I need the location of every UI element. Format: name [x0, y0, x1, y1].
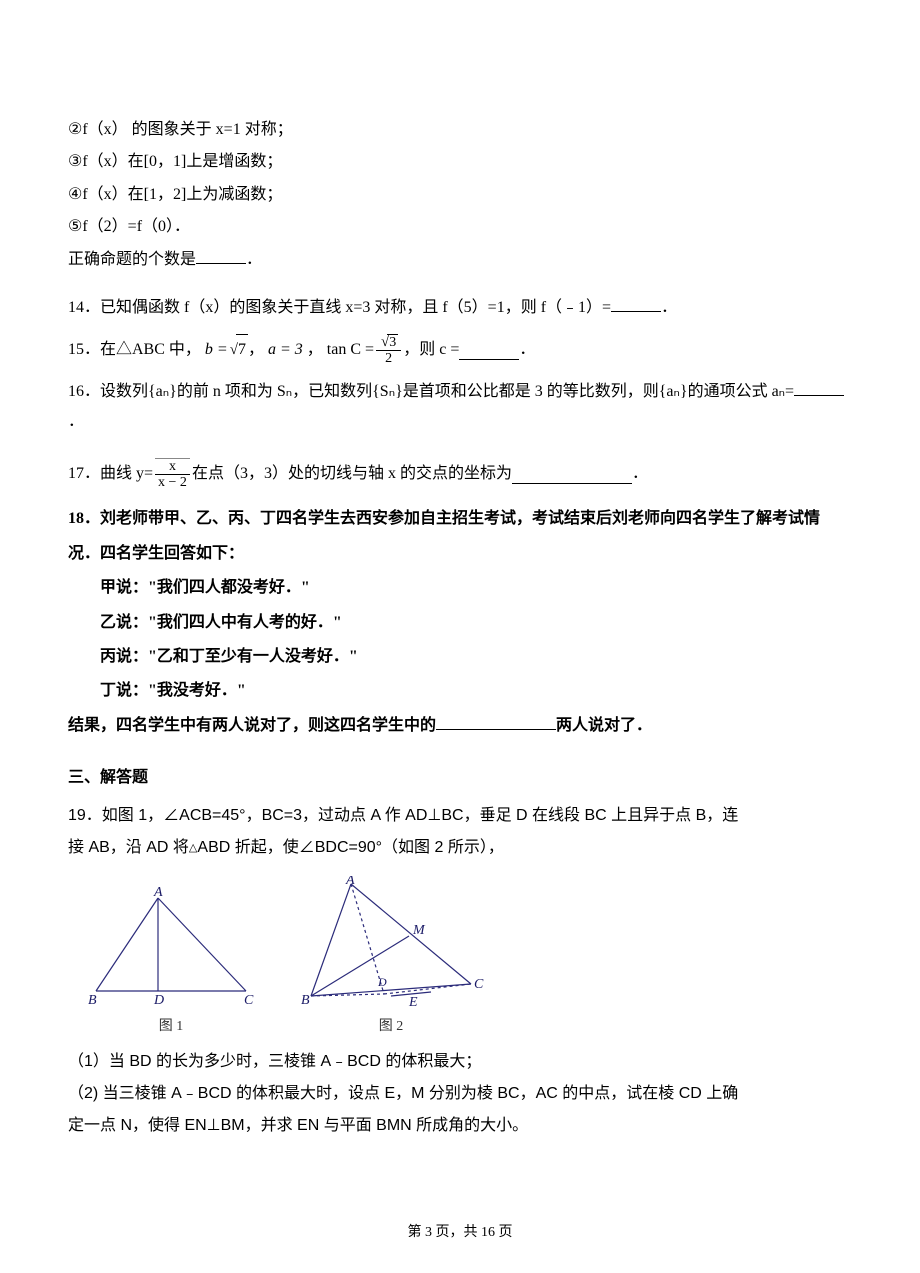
q15-tan-num-val: 3	[387, 334, 398, 350]
q13-opt4: ④f（x）在[1，2]上为减函数；	[68, 180, 852, 210]
q15-post: ，则 c =	[403, 335, 459, 365]
q13-tail-text: 正确命题的个数是	[68, 251, 196, 268]
q19: 19．如图 1，∠ACB=45°，BC=3，过动点 A 作 AD⊥BC，垂足 D…	[68, 800, 852, 864]
q16: 16．设数列{aₙ}的前 n 项和为 Sₙ，已知数列{Sₙ}是首项和公比都是 3…	[68, 377, 852, 438]
q19-sub2a: （2) 当三棱锥 A﹣BCD 的体积最大时，设点 E，M 分别为棱 BC，AC …	[68, 1078, 852, 1110]
footer-pre: 第	[408, 1225, 426, 1240]
q17-period: ．	[632, 459, 648, 489]
fig2-M: M	[412, 923, 426, 938]
q15-c1: ，	[248, 335, 264, 365]
q18-res-pre: 结果，四名学生中有两人说对了，则这四名学生中的	[68, 717, 436, 734]
q19-sub1: （1）当 BD 的长为多少时，三棱锥 A﹣BCD 的体积最大；	[68, 1046, 852, 1078]
q14-blank	[611, 293, 661, 312]
q16-pre: 16．设数列{aₙ}的前 n 项和为 Sₙ，已知数列{Sₙ}是首项和公比都是 3…	[68, 383, 794, 400]
footer-total: 16	[481, 1225, 495, 1240]
figures: A B C D 图 1 A B C D	[86, 876, 852, 1041]
q15: 15．在△ABC 中， b = 7 ， a = 3 ， tan C = 3 2 …	[68, 334, 852, 367]
q15-tan: tan C =	[327, 335, 374, 365]
q15-tan-num-sqrt: 3	[379, 334, 398, 351]
q18-yi: 乙说："我们四人中有人考的好．"	[68, 608, 852, 638]
q18-jia: 甲说："我们四人都没考好．"	[68, 573, 852, 603]
q17-num: x	[155, 459, 190, 475]
q19-sub2b: 定一点 N，使得 EN⊥BM，并求 EN 与平面 BMN 所成角的大小。	[68, 1110, 852, 1142]
page-footer: 第 3 页，共 16 页	[0, 1220, 920, 1247]
q15-b-eq: b =	[205, 335, 228, 365]
q17-den: x − 2	[155, 475, 190, 490]
q15-b-val: 7	[236, 334, 248, 365]
q18-res-post: 两人说对了．	[556, 717, 652, 734]
fig1-C: C	[244, 993, 254, 1006]
q18-bing: 丙说："乙和丁至少有一人没考好．"	[68, 642, 852, 672]
figure-1-svg: A B C D	[86, 886, 256, 1006]
fig1-B: B	[88, 993, 97, 1006]
q15-c2: ，	[307, 335, 323, 365]
footer-mid: 页，共	[432, 1225, 481, 1240]
q15-tan-den: 2	[376, 351, 401, 366]
q19-l2a: 接 AB，沿 AD 将	[68, 839, 189, 856]
q13-opt5: ⑤f（2）=f（0）．	[68, 212, 852, 242]
q14-pre: 14．已知偶函数 f（x）的图象关于直线 x=3 对称，且 f（5）=1，则 f…	[68, 299, 611, 316]
fig2-C: C	[474, 977, 484, 992]
q13-opt3: ③f（x）在[0，1]上是增函数；	[68, 147, 852, 177]
fig1-label: 图 1	[86, 1014, 256, 1041]
fig2-label: 图 2	[296, 1014, 486, 1041]
q14: 14．已知偶函数 f（x）的图象关于直线 x=3 对称，且 f（5）=1，则 f…	[68, 293, 852, 324]
q16-blank	[794, 377, 844, 396]
q15-a: a = 3	[268, 335, 303, 365]
q18-result: 结果，四名学生中有两人说对了，则这四名学生中的 两人说对了．	[68, 711, 852, 742]
q15-pre: 15．在△ABC 中，	[68, 335, 201, 365]
fig2-A: A	[345, 876, 355, 888]
q15-tan-num: 3	[376, 334, 401, 352]
q18-l2: 况．四名学生回答如下：	[68, 539, 852, 569]
footer-page: 3	[425, 1225, 432, 1240]
figure-2-svg: A B C D E M	[296, 876, 486, 1006]
q19-l2b: ABD 折起，使∠BDC=90°（如图 2 所示），	[197, 839, 503, 856]
fig2-E: E	[408, 995, 418, 1006]
q13-period: ．	[246, 251, 262, 268]
fig1-A: A	[153, 886, 163, 900]
q17-mid: 在点（3，3）处的切线与轴 x 的交点的坐标为	[192, 459, 512, 489]
q14-period: ．	[661, 299, 677, 316]
q18-ding: 丁说："我没考好．"	[68, 676, 852, 706]
q13-blank	[196, 245, 246, 264]
q17-pre: 17．曲线 y=	[68, 459, 153, 489]
q13-tail: 正确命题的个数是 ．	[68, 245, 852, 276]
q19-l1: 19．如图 1，∠ACB=45°，BC=3，过动点 A 作 AD⊥BC，垂足 D…	[68, 800, 852, 832]
fig2-D: D	[377, 975, 387, 989]
q15-period: ．	[519, 335, 535, 365]
q17: 17．曲线 y= x x − 2 在点（3，3）处的切线与轴 x 的交点的坐标为…	[68, 458, 852, 491]
q19-l2: 接 AB，沿 AD 将△ABD 折起，使∠BDC=90°（如图 2 所示），	[68, 832, 852, 864]
q18: 18．刘老师带甲、乙、丙、丁四名学生去西安参加自主招生考试，考试结束后刘老师向四…	[68, 504, 852, 741]
q13-opt2: ②f（x） 的图象关于 x=1 对称；	[68, 115, 852, 145]
q17-blank	[512, 464, 632, 483]
section3-title: 三、解答题	[68, 763, 852, 793]
q15-b-sqrt: 7	[228, 334, 248, 365]
q18-blank	[436, 711, 556, 730]
q16-period: ．	[68, 413, 84, 430]
q15-tan-frac: 3 2	[376, 334, 401, 367]
figure-1: A B C D 图 1	[86, 886, 256, 1041]
fig2-B: B	[301, 993, 310, 1006]
q15-blank	[459, 341, 519, 360]
footer-post: 页	[495, 1225, 513, 1240]
fig1-D: D	[153, 993, 164, 1006]
q18-l1: 18．刘老师带甲、乙、丙、丁四名学生去西安参加自主招生考试，考试结束后刘老师向四…	[68, 504, 852, 534]
q17-frac: x x − 2	[155, 458, 190, 491]
figure-2: A B C D E M 图 2	[296, 876, 486, 1041]
